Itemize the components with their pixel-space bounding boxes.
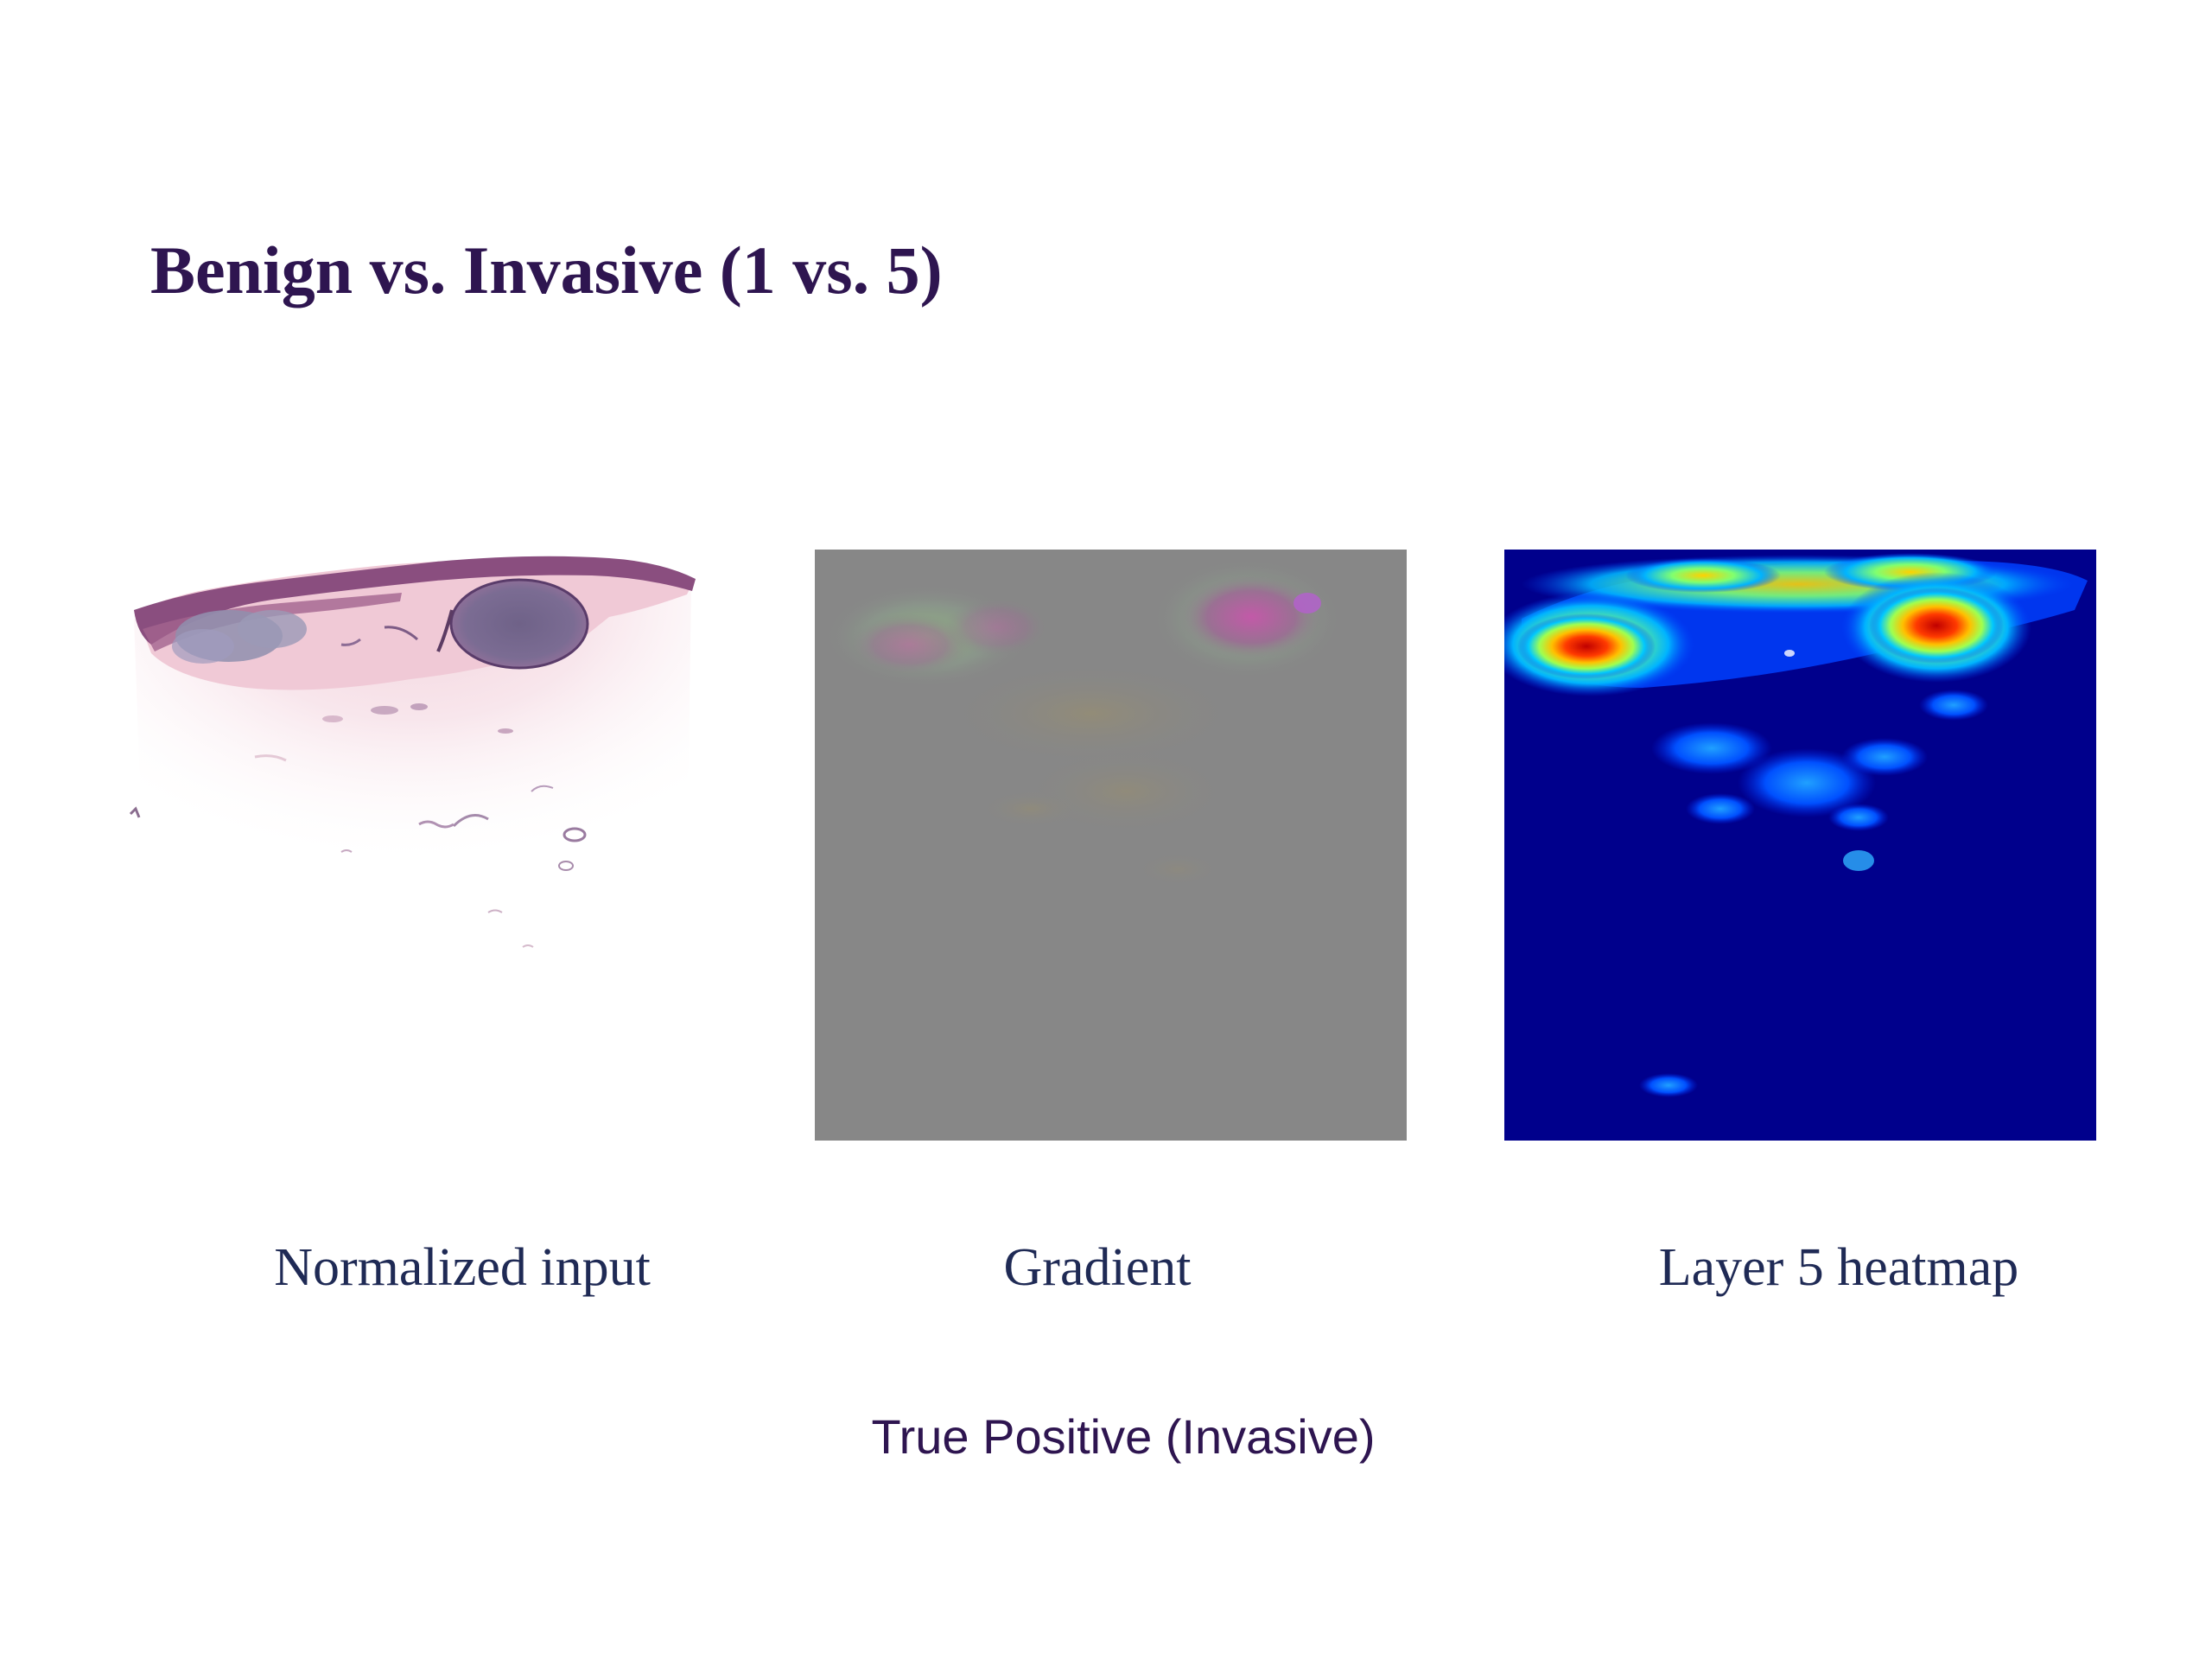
- layer-5-heatmap-caption: Layer 5 heatmap: [1658, 1238, 2019, 1297]
- normalized-input-image: [125, 550, 717, 1141]
- result-label: True Positive (Invasive): [871, 1409, 1376, 1464]
- layer-5-heatmap-image: [1504, 550, 2096, 1141]
- normalized-input-caption: Normalized input: [274, 1238, 651, 1297]
- gradient-caption: Gradient: [1003, 1238, 1192, 1297]
- gradient-image: [815, 550, 1407, 1141]
- slide-title: Benign vs. Invasive (1 vs. 5): [150, 232, 943, 308]
